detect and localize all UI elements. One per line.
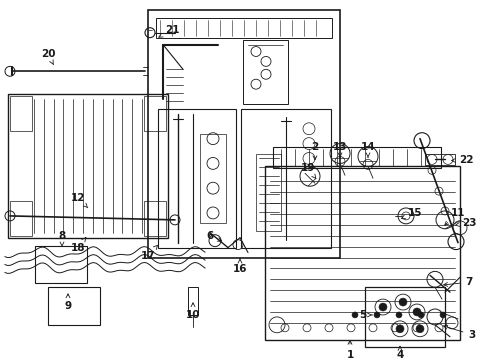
Bar	[424, 153, 454, 165]
Text: 1: 1	[346, 341, 353, 360]
Text: 3: 3	[443, 325, 475, 340]
Text: 6: 6	[206, 231, 221, 241]
Bar	[35, 246, 87, 283]
Text: 5: 5	[359, 310, 371, 320]
Circle shape	[395, 312, 401, 318]
Bar	[187, 287, 198, 315]
Bar	[200, 134, 225, 223]
Text: 21: 21	[159, 25, 179, 37]
Text: 22: 22	[451, 156, 472, 166]
Text: 19: 19	[300, 163, 315, 179]
Text: 12: 12	[71, 193, 88, 208]
Text: 4: 4	[395, 346, 403, 360]
Text: 23: 23	[455, 218, 475, 228]
Bar	[8, 94, 168, 238]
Text: 9: 9	[64, 294, 71, 311]
Text: 15: 15	[401, 208, 421, 219]
Bar	[48, 287, 100, 325]
Circle shape	[417, 312, 423, 318]
Circle shape	[351, 312, 357, 318]
Bar	[243, 40, 287, 104]
Text: 8: 8	[58, 231, 65, 246]
Text: 10: 10	[185, 303, 200, 320]
Text: 17: 17	[141, 245, 157, 261]
Text: 20: 20	[41, 49, 55, 65]
Circle shape	[439, 312, 445, 318]
Bar	[143, 201, 165, 236]
Bar	[264, 166, 459, 340]
Bar	[148, 10, 339, 257]
Bar	[241, 109, 330, 248]
Text: 13: 13	[332, 141, 346, 157]
Text: 2: 2	[311, 141, 318, 160]
Text: 7: 7	[443, 277, 472, 287]
Bar	[156, 18, 331, 38]
Bar	[364, 287, 444, 347]
Text: 14: 14	[360, 141, 375, 157]
Text: 18: 18	[71, 238, 86, 253]
Circle shape	[395, 325, 403, 333]
Bar	[143, 96, 165, 131]
Circle shape	[412, 308, 420, 316]
Bar	[10, 96, 32, 131]
Text: 16: 16	[232, 259, 247, 274]
Bar	[158, 109, 236, 248]
Bar	[272, 147, 440, 168]
Circle shape	[398, 298, 406, 306]
Circle shape	[415, 325, 423, 333]
Circle shape	[378, 303, 386, 311]
Bar	[256, 153, 281, 231]
Circle shape	[373, 312, 379, 318]
Text: 11: 11	[444, 208, 464, 225]
Bar	[10, 201, 32, 236]
